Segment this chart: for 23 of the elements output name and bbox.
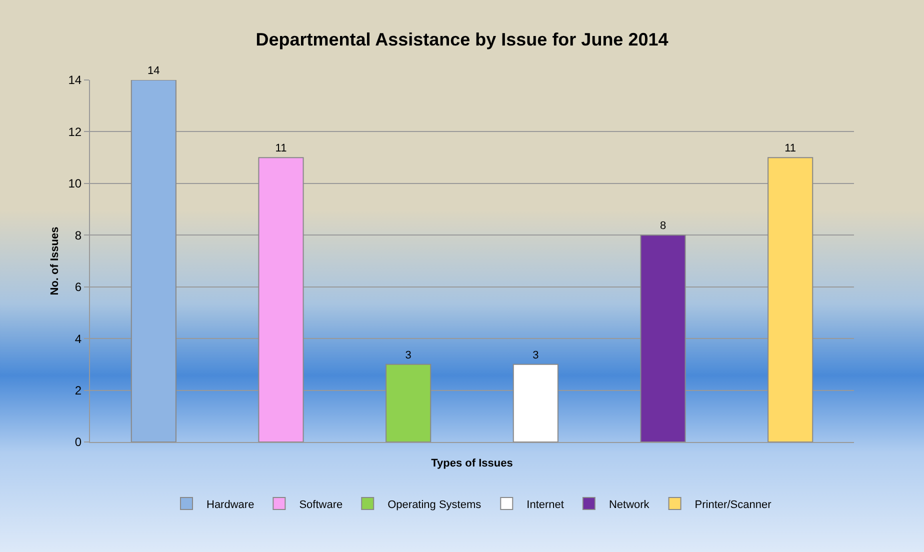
chart-title: Departmental Assistance by Issue for June 2014: [256, 30, 668, 50]
legend-label: Printer/Scanner: [694, 498, 772, 511]
legend-label: Network: [608, 498, 650, 511]
y-tick-label: 14: [68, 73, 82, 88]
y-tick-label: 4: [74, 332, 82, 346]
y-tick-label: 2: [74, 383, 82, 398]
x-axis-title: Types of Issues: [431, 458, 513, 470]
legend-label: Operating Systems: [388, 498, 482, 511]
data-label: 3: [532, 349, 539, 362]
legend-label: Hardware: [206, 498, 254, 511]
legend-label: Software: [299, 498, 343, 511]
legend-label: Internet: [526, 498, 564, 511]
y-tick-label: 6: [74, 280, 82, 294]
data-label: 11: [275, 142, 287, 155]
data-label: 8: [660, 220, 666, 232]
y-tick-label: 8: [74, 228, 82, 242]
y-axis-title: No. of Issues: [49, 226, 61, 296]
y-tick-label: 0: [74, 435, 82, 450]
y-tick-label: 10: [68, 176, 82, 191]
data-label: 3: [405, 349, 412, 362]
data-label: 11: [784, 142, 796, 155]
y-tick-label: 12: [68, 124, 82, 139]
data-label: 14: [148, 65, 160, 77]
